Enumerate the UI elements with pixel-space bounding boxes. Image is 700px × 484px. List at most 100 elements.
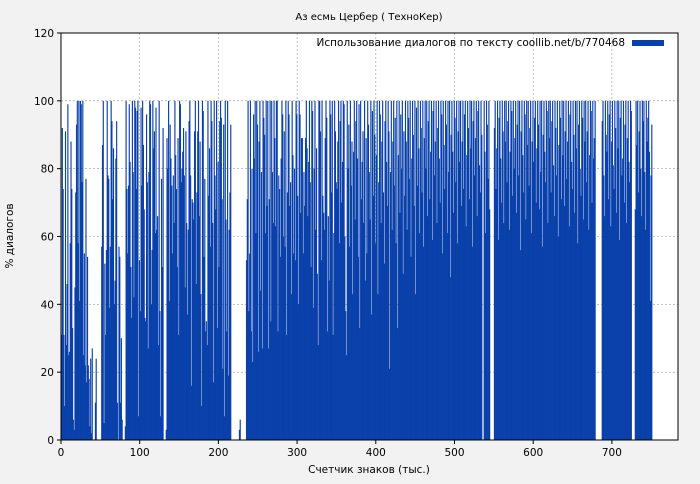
- bar: [581, 117, 584, 440]
- bar: [380, 222, 382, 440]
- bar: [157, 216, 159, 440]
- bar: [470, 148, 472, 440]
- bar: [339, 121, 341, 441]
- bar: [458, 100, 460, 440]
- bar: [314, 100, 316, 440]
- bar: [142, 100, 144, 440]
- bar: [386, 205, 388, 440]
- bar: [64, 131, 67, 441]
- bar: [519, 250, 521, 440]
- bar: [364, 280, 366, 440]
- bar: [121, 419, 123, 440]
- bar: [81, 182, 83, 441]
- bar: [553, 216, 555, 440]
- bar: [538, 209, 540, 440]
- bar: [278, 175, 280, 440]
- bar: [355, 121, 357, 441]
- bar: [175, 155, 177, 440]
- bar: [611, 141, 613, 440]
- bar: [531, 141, 533, 440]
- bar: [286, 334, 288, 440]
- bar: [392, 141, 394, 440]
- bar: [253, 158, 255, 441]
- bar: [523, 100, 525, 440]
- bar: [368, 172, 370, 440]
- bar: [451, 100, 453, 440]
- bar: [393, 100, 395, 440]
- bar: [585, 182, 588, 441]
- bar: [342, 100, 344, 440]
- bar: [142, 144, 144, 440]
- bar: [112, 148, 115, 440]
- bar: [476, 216, 478, 440]
- bar: [563, 205, 566, 440]
- bar: [303, 172, 305, 440]
- bar: [493, 127, 495, 440]
- bar: [107, 175, 109, 440]
- bar: [520, 131, 522, 441]
- bar: [136, 111, 138, 440]
- bar: [160, 416, 162, 440]
- bar: [291, 100, 293, 440]
- bar: [113, 304, 115, 440]
- bar: [133, 297, 135, 440]
- bar: [405, 141, 407, 440]
- bar: [193, 219, 195, 440]
- bar: [155, 107, 157, 441]
- bar: [83, 355, 85, 440]
- bar: [561, 100, 563, 440]
- bar: [279, 189, 281, 440]
- bar: [496, 100, 499, 440]
- bar: [249, 253, 251, 440]
- bar: [277, 331, 279, 440]
- bar: [382, 100, 384, 440]
- bar: [615, 212, 617, 440]
- bar: [636, 144, 638, 440]
- bar: [649, 300, 651, 440]
- bar: [358, 104, 360, 440]
- bar: [174, 100, 176, 440]
- bar: [319, 131, 322, 441]
- bar: [301, 138, 303, 440]
- bar: [212, 222, 214, 440]
- bar: [297, 195, 299, 440]
- bar: [269, 100, 271, 440]
- bar: [606, 151, 608, 440]
- bar: [202, 111, 204, 440]
- bar: [511, 195, 514, 440]
- bar: [315, 229, 317, 440]
- bar: [586, 131, 588, 441]
- bar: [141, 185, 143, 441]
- bar: [343, 104, 345, 440]
- bar: [67, 104, 69, 440]
- bar: [105, 334, 107, 440]
- bar: [289, 205, 291, 440]
- bar: [65, 345, 67, 440]
- bar: [530, 100, 532, 440]
- bar: [116, 402, 119, 440]
- bar: [190, 175, 192, 440]
- bar: [148, 172, 150, 440]
- bar: [570, 161, 573, 440]
- bar: [147, 348, 149, 440]
- bar: [455, 182, 457, 441]
- bar: [159, 311, 161, 440]
- bar: [212, 382, 215, 440]
- bar: [623, 202, 625, 440]
- bar: [171, 185, 173, 441]
- bar: [72, 419, 74, 440]
- bar: [156, 229, 158, 440]
- bar: [257, 351, 259, 440]
- bar: [161, 267, 163, 440]
- bar: [239, 419, 241, 440]
- bar: [367, 124, 370, 440]
- bar: [359, 328, 361, 440]
- bar: [261, 348, 263, 440]
- bar: [184, 287, 186, 441]
- bar: [456, 100, 458, 440]
- bar: [535, 202, 537, 440]
- bar: [395, 243, 397, 440]
- bar: [149, 104, 152, 440]
- bar: [484, 151, 486, 440]
- bars: [61, 100, 653, 441]
